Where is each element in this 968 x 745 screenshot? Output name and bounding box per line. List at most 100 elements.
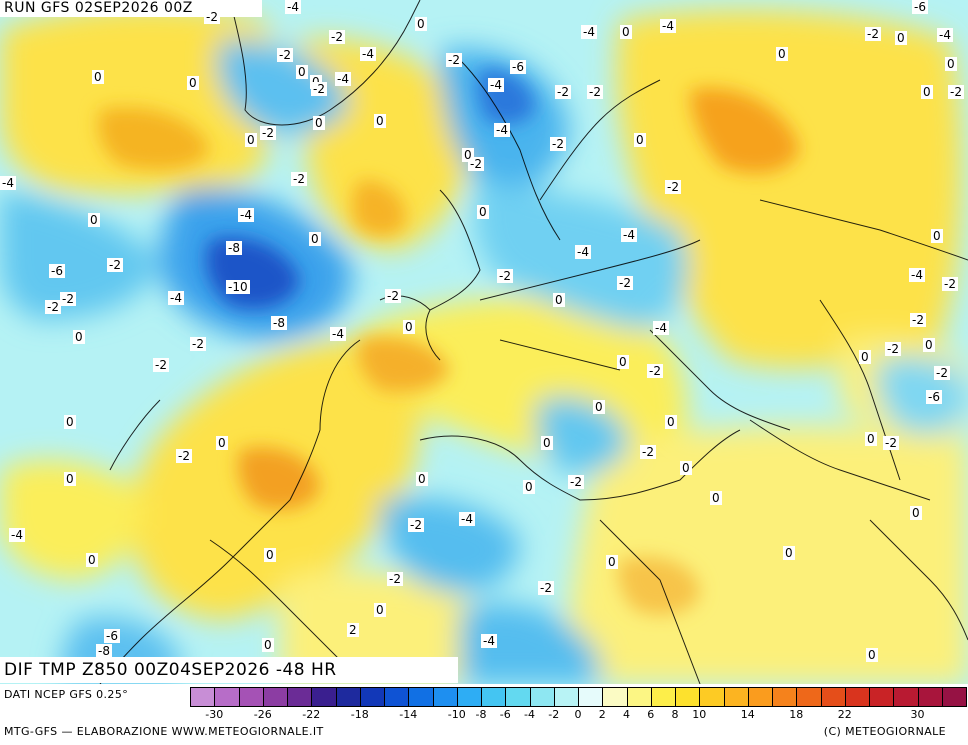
color-swatch [941,687,967,707]
value-label: 0 [374,603,386,617]
value-label: -2 [948,85,964,99]
value-label: 0 [86,553,98,567]
scale-tick-label: 10 [692,708,707,721]
map-canvas [0,0,968,684]
scale-tick-label: 4 [623,708,630,721]
value-label: -4 [621,228,637,242]
value-label: -6 [510,60,526,74]
value-label: -2 [408,518,424,532]
value-label: 0 [403,320,415,334]
value-label: 0 [309,232,321,246]
color-swatch [214,687,240,707]
scale-tick-label: 6 [647,708,655,721]
scale-tick-label: -18 [350,708,369,721]
value-label: 0 [895,31,907,45]
value-label: 0 [216,436,228,450]
value-label: -6 [926,390,942,404]
scale-tick-label: 8 [671,708,679,721]
color-swatch [238,687,264,707]
value-label: -2 [640,445,656,459]
value-label: -4 [909,268,925,282]
value-label: -6 [49,264,65,278]
legend-panel: DATI NCEP GFS 0.25° -30 -26 -22 -18 -14 -10 -8… [0,684,968,745]
scale-tick-label: -22 [302,708,321,721]
value-label: -2 [910,313,926,327]
value-label: 0 [921,85,933,99]
scale-tick-label: -26 [253,708,272,721]
value-label: 0 [710,491,722,505]
color-swatch [335,687,361,707]
value-label: -2 [665,180,681,194]
value-label: -2 [277,48,293,62]
value-label: 0 [296,65,308,79]
value-label: -2 [942,277,958,291]
credit-left: MTG-GFS — ELABORAZIONE WWW.METEOGIORNALE… [4,725,324,738]
scale-tick-label: 30 [910,708,925,721]
value-label: 0 [462,148,474,162]
value-label: -2 [260,126,276,140]
value-label: 0 [73,330,85,344]
color-swatch [432,687,458,707]
value-label: 0 [931,229,943,243]
value-label: -8 [96,644,112,658]
value-label: 0 [262,638,274,652]
color-swatch [311,687,337,707]
value-label: -8 [226,241,242,255]
color-swatch [359,687,385,707]
color-swatch [408,687,434,707]
value-label: -4 [459,512,475,526]
data-source: DATI NCEP GFS 0.25° [4,688,129,701]
field-title: DIF TMP Z850 00Z04SEP2026 -48 HR [0,657,458,683]
value-label: -4 [653,321,669,335]
value-label: 0 [910,506,922,520]
value-label: 0 [620,25,632,39]
color-swatch [675,687,701,707]
value-label: -2 [387,572,403,586]
scale-tick-label: 22 [837,708,852,721]
value-label: -2 [107,258,123,272]
value-label: -2 [60,292,76,306]
color-swatch [820,687,846,707]
value-label: 0 [523,480,535,494]
value-label: -2 [204,10,220,24]
scale-tick-label: 14 [740,708,755,721]
color-swatch [578,687,604,707]
color-swatch [553,687,579,707]
value-label: -4 [581,25,597,39]
color-swatch [796,687,822,707]
value-label: 0 [64,415,76,429]
value-label: -4 [660,19,676,33]
color-swatch [505,687,531,707]
scale-tick-label: 18 [789,708,804,721]
value-label: -4 [0,176,16,190]
value-label: -4 [481,634,497,648]
color-swatch [723,687,749,707]
value-label: -2 [865,27,881,41]
coastlines [99,0,968,684]
credit-right: (C) METEOGIORNALE [823,725,946,738]
scale-tick-label: -2 [548,708,560,721]
value-label: -4 [330,327,346,341]
color-swatch [287,687,313,707]
value-label: 0 [64,472,76,486]
value-label: -10 [226,280,250,294]
value-label: 0 [416,472,428,486]
scale-tick-label: -8 [475,708,487,721]
value-label: -4 [937,28,953,42]
value-label: -2 [497,269,513,283]
value-label: -2 [647,364,663,378]
value-label: 0 [593,400,605,414]
value-label: 0 [606,555,618,569]
value-label: 0 [541,436,553,450]
value-label: 0 [187,76,199,90]
value-label: -2 [555,85,571,99]
color-swatch [747,687,773,707]
value-label: 0 [553,293,565,307]
value-label: -2 [291,172,307,186]
value-label: -4 [285,0,301,14]
color-swatch [262,687,288,707]
scale-tick-label: -14 [399,708,418,721]
value-label: -2 [568,475,584,489]
value-label: -4 [335,72,351,86]
value-label: 0 [776,47,788,61]
